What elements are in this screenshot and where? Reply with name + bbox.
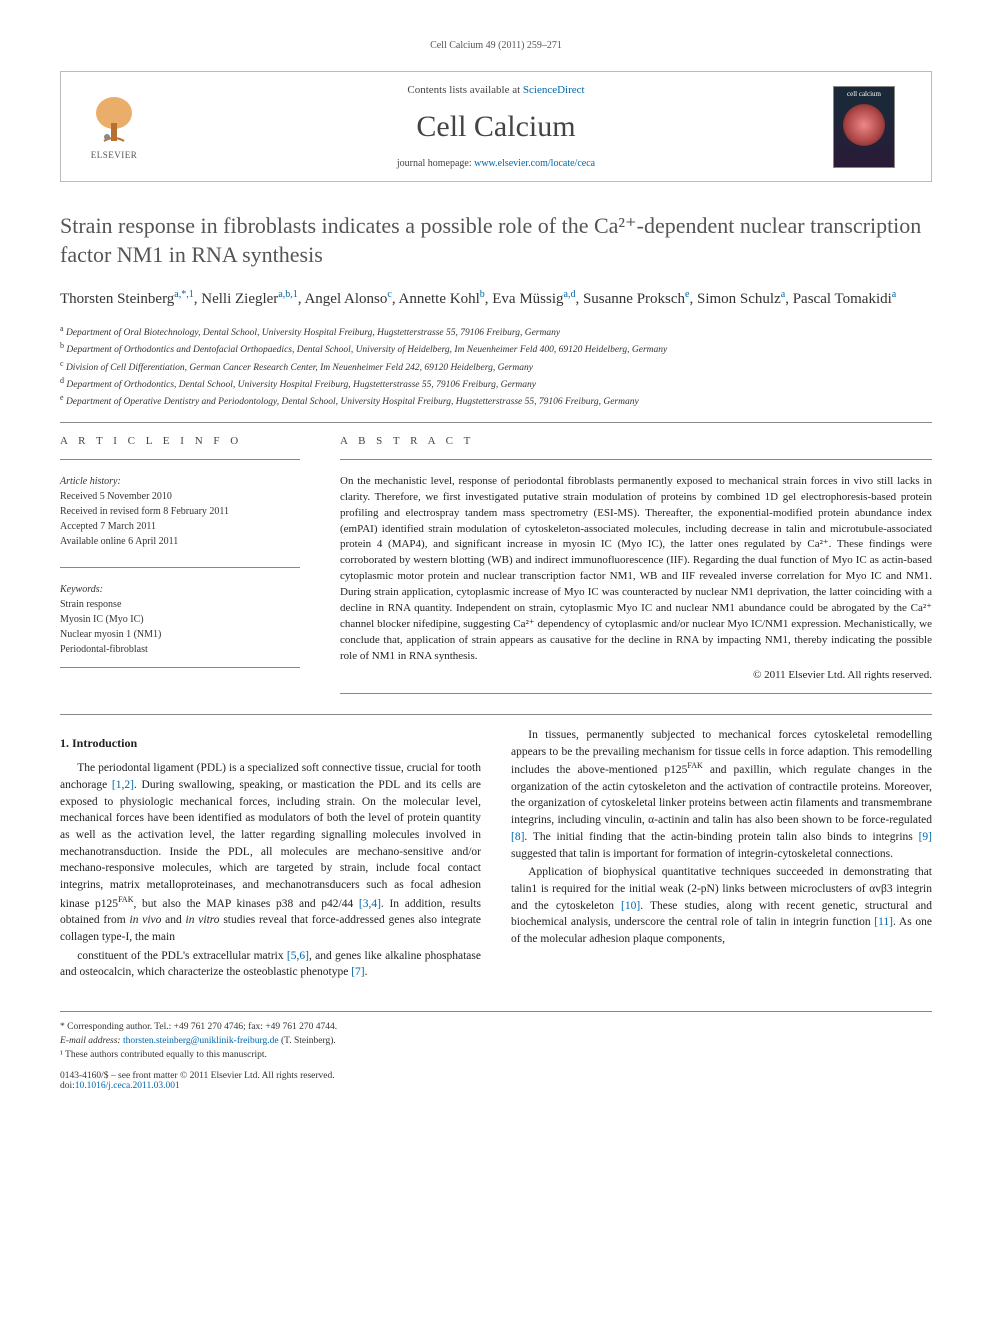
- affiliation: e Department of Operative Dentistry and …: [60, 392, 932, 409]
- article-info-column: a r t i c l e i n f o Article history: R…: [60, 435, 300, 694]
- homepage-link[interactable]: www.elsevier.com/locate/ceca: [474, 158, 595, 169]
- citation-link[interactable]: [10]: [621, 900, 640, 912]
- citation-link[interactable]: [7]: [351, 966, 364, 978]
- abstract-text: On the mechanistic level, response of pe…: [340, 474, 932, 665]
- email-link[interactable]: thorsten.steinberg@uniklinik-freiburg.de: [123, 1036, 279, 1046]
- citation-link[interactable]: [5,6]: [287, 950, 309, 962]
- article-info-label: a r t i c l e i n f o: [60, 435, 300, 447]
- journal-name: Cell Calcium: [179, 110, 813, 144]
- citation-link[interactable]: [3,4]: [359, 898, 381, 910]
- divider: [340, 459, 932, 460]
- divider: [340, 693, 932, 694]
- keyword: Myosin IC (Myo IC): [60, 612, 300, 627]
- contents-line: Contents lists available at ScienceDirec…: [179, 84, 813, 96]
- running-header: Cell Calcium 49 (2011) 259–271: [60, 40, 932, 51]
- affiliation-list: a Department of Oral Biotechnology, Dent…: [60, 323, 932, 410]
- section-heading: 1. Introduction: [60, 735, 481, 752]
- divider: [60, 567, 300, 568]
- affiliation: b Department of Orthodontics and Dentofa…: [60, 340, 932, 357]
- author: Annette Kohlb: [399, 291, 485, 307]
- citation-link[interactable]: [1,2]: [112, 779, 134, 791]
- keyword: Periodontal-fibroblast: [60, 642, 300, 657]
- masthead: ELSEVIER Contents lists available at Sci…: [60, 71, 932, 182]
- author: Eva Müssiga,d: [492, 291, 575, 307]
- divider: [60, 459, 300, 460]
- body-paragraph: Application of biophysical quantitative …: [511, 864, 932, 947]
- author-list: Thorsten Steinberga,*,1, Nelli Zieglera,…: [60, 287, 932, 311]
- footnotes: * Corresponding author. Tel.: +49 761 27…: [60, 1011, 932, 1063]
- copyright: © 2011 Elsevier Ltd. All rights reserved…: [340, 669, 932, 681]
- equal-contribution-note: ¹ These authors contributed equally to t…: [60, 1048, 481, 1062]
- elsevier-tree-icon: [89, 93, 139, 148]
- publisher-logo: ELSEVIER: [79, 87, 149, 167]
- abstract-column: a b s t r a c t On the mechanistic level…: [340, 435, 932, 694]
- citation-link[interactable]: [11]: [874, 916, 893, 928]
- author: Simon Schulza: [697, 291, 785, 307]
- author: Pascal Tomakidia: [793, 291, 897, 307]
- sciencedirect-link[interactable]: ScienceDirect: [523, 84, 585, 96]
- divider: [60, 714, 932, 715]
- keyword: Nuclear myosin 1 (NM1): [60, 627, 300, 642]
- keyword: Strain response: [60, 597, 300, 612]
- body-paragraph: In tissues, permanently subjected to mec…: [511, 727, 932, 862]
- homepage-line: journal homepage: www.elsevier.com/locat…: [179, 158, 813, 169]
- divider: [60, 422, 932, 423]
- publisher-name: ELSEVIER: [91, 150, 138, 160]
- corresponding-author: * Corresponding author. Tel.: +49 761 27…: [60, 1020, 481, 1034]
- author: Thorsten Steinberga,*,1: [60, 291, 194, 307]
- article-title: Strain response in fibroblasts indicates…: [60, 212, 932, 269]
- body-paragraph: constituent of the PDL's extracellular m…: [60, 948, 481, 981]
- citation-link[interactable]: [8]: [511, 831, 524, 843]
- author: Angel Alonsoc: [304, 291, 391, 307]
- author: Nelli Zieglera,b,1: [201, 291, 298, 307]
- affiliation: d Department of Orthodontics, Dental Sch…: [60, 375, 932, 392]
- issn-doi: 0143-4160/$ – see front matter © 2011 El…: [60, 1071, 932, 1091]
- abstract-label: a b s t r a c t: [340, 435, 932, 447]
- article-body: 1. Introduction The periodontal ligament…: [60, 727, 932, 981]
- citation-link[interactable]: [9]: [919, 831, 932, 843]
- article-history: Article history: Received 5 November 201…: [60, 474, 300, 549]
- keywords: Keywords: Strain responseMyosin IC (Myo …: [60, 582, 300, 668]
- body-paragraph: The periodontal ligament (PDL) is a spec…: [60, 760, 481, 945]
- journal-cover-thumbnail: cell calcium: [833, 86, 895, 168]
- doi-link[interactable]: 10.1016/j.ceca.2011.03.001: [75, 1081, 180, 1091]
- corresponding-email: E-mail address: thorsten.steinberg@unikl…: [60, 1034, 481, 1048]
- author: Susanne Proksche: [583, 291, 690, 307]
- affiliation: c Division of Cell Differentiation, Germ…: [60, 358, 932, 375]
- affiliation: a Department of Oral Biotechnology, Dent…: [60, 323, 932, 340]
